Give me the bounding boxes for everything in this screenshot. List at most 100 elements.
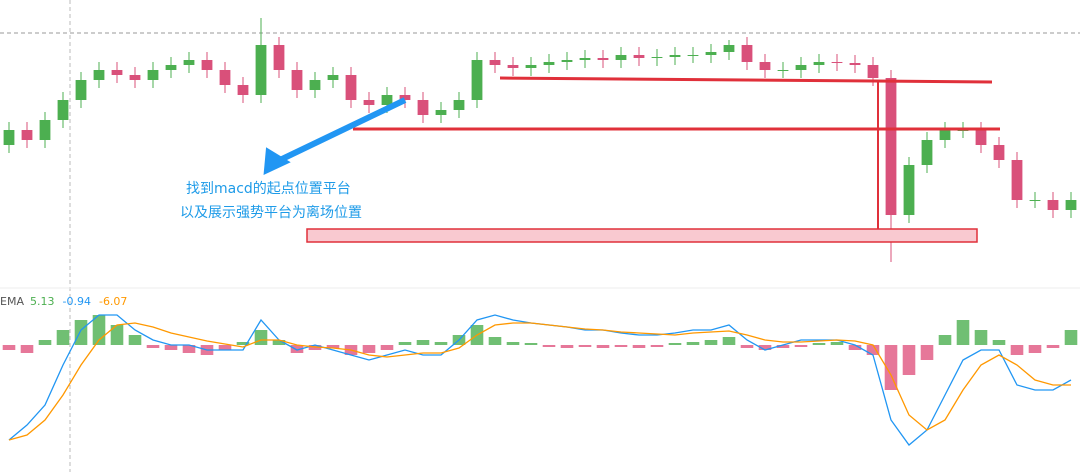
candle-body xyxy=(111,70,123,75)
candle-body xyxy=(129,75,141,80)
histogram-bar xyxy=(848,345,862,350)
histogram-bar xyxy=(542,345,556,347)
candle-body xyxy=(813,62,825,65)
histogram-bar xyxy=(254,330,268,345)
histogram-bar xyxy=(128,335,142,345)
histogram-bar xyxy=(1010,345,1024,355)
histogram-bar xyxy=(758,345,772,350)
candle-body xyxy=(399,95,411,100)
histogram-bar xyxy=(974,330,988,345)
histogram-bar xyxy=(902,345,916,375)
candle-body xyxy=(165,65,177,70)
indicator-line xyxy=(8,322,1071,441)
histogram-bar xyxy=(506,342,520,345)
histogram-bar xyxy=(578,345,592,347)
candle-body xyxy=(435,110,447,115)
histogram-bar xyxy=(434,342,448,345)
candle-body xyxy=(471,60,483,100)
histogram-bar xyxy=(740,345,754,348)
indicator-title: EMA xyxy=(0,295,24,308)
candle-body xyxy=(687,55,699,56)
histogram-bar xyxy=(992,340,1006,345)
histogram-bar xyxy=(74,320,88,345)
candle-body xyxy=(327,75,339,80)
arrow-head xyxy=(263,147,291,175)
candle-body xyxy=(651,57,663,58)
histogram-bar xyxy=(398,342,412,345)
histogram-bar xyxy=(380,345,394,350)
candle-body xyxy=(363,100,375,105)
histogram-bar xyxy=(686,342,700,345)
histogram-bar xyxy=(938,335,952,345)
histogram-bar xyxy=(326,345,340,348)
candle-body xyxy=(885,78,897,215)
candle-body xyxy=(723,45,735,52)
candle-body xyxy=(201,60,213,70)
candle-body xyxy=(3,130,15,145)
candle-body xyxy=(831,62,843,63)
candle-body xyxy=(255,45,267,95)
candle-body xyxy=(561,60,573,62)
candle-body xyxy=(921,140,933,165)
histogram-bar xyxy=(614,345,628,347)
histogram-bar xyxy=(362,345,376,353)
histogram-bar xyxy=(560,345,574,348)
candle-body xyxy=(183,60,195,65)
histogram-bar xyxy=(722,337,736,345)
histogram-bar xyxy=(650,345,664,347)
candle-body xyxy=(777,70,789,71)
candle-body xyxy=(291,70,303,90)
arrow-shaft xyxy=(278,97,407,163)
candle-body xyxy=(273,45,285,70)
candle-body xyxy=(705,52,717,55)
candle-body xyxy=(345,75,357,100)
annotation: 以及展示强势平台为离场位置 xyxy=(180,204,362,221)
candle-body xyxy=(633,55,645,58)
histogram-bar xyxy=(2,345,16,350)
candle-body xyxy=(1029,200,1041,201)
histogram-bar xyxy=(218,345,232,350)
histogram-bar xyxy=(884,345,898,390)
indicator-line xyxy=(8,314,1072,446)
histogram-bar xyxy=(866,345,880,355)
histogram-bar xyxy=(668,343,682,345)
platform-line xyxy=(499,76,993,84)
candle-body xyxy=(1065,200,1077,210)
histogram-bar xyxy=(182,345,196,353)
candle-body xyxy=(669,55,681,57)
histogram-bar xyxy=(1064,330,1078,345)
histogram-bar xyxy=(632,345,646,348)
candle-body xyxy=(381,95,393,105)
histogram-bar xyxy=(1028,345,1042,353)
legend-value: -6.07 xyxy=(99,295,127,308)
candle-body xyxy=(453,100,465,110)
candle-body xyxy=(219,70,231,85)
candle-body xyxy=(939,130,951,140)
candle-body xyxy=(849,63,861,65)
candle-body xyxy=(579,58,591,60)
candle-body xyxy=(867,65,879,78)
candle-body xyxy=(795,65,807,70)
candle-body xyxy=(597,58,609,60)
candle-body xyxy=(489,60,501,65)
candle-body xyxy=(57,100,69,120)
candle-body xyxy=(525,65,537,68)
histogram-bar xyxy=(56,330,70,345)
histogram-bar xyxy=(1046,345,1060,348)
candle-body xyxy=(309,80,321,90)
candle-body xyxy=(741,45,753,62)
histogram-bar xyxy=(38,340,52,345)
candle-body xyxy=(39,120,51,140)
candle-body xyxy=(1047,200,1059,210)
candle-body xyxy=(507,65,519,68)
histogram-bar xyxy=(488,337,502,345)
candle-body xyxy=(993,145,1005,160)
exit-zone xyxy=(306,228,978,243)
histogram-bar xyxy=(416,340,430,345)
candle-body xyxy=(21,130,33,140)
histogram-bar xyxy=(704,340,718,345)
histogram-bar xyxy=(110,325,124,345)
histogram-bar xyxy=(146,345,160,348)
histogram-bar xyxy=(524,343,538,345)
